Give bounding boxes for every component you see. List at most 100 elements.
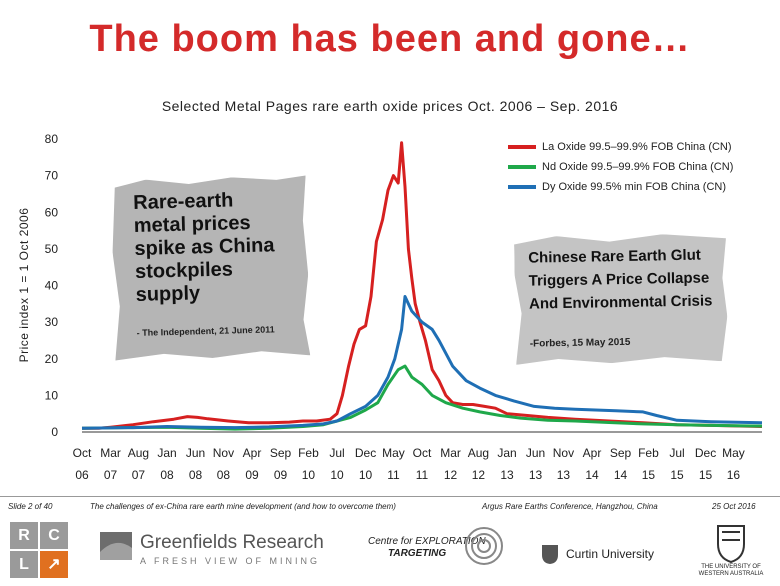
x-tick-label-month: Sep: [270, 446, 292, 460]
y-tick-label: 50: [45, 242, 59, 256]
x-tick-label-month: May: [722, 446, 745, 460]
x-tick-label-year: 12: [444, 468, 458, 482]
footer-date: 25 Oct 2016: [712, 502, 756, 511]
legend-label-la: La Oxide 99.5–99.9% FOB China (CN): [542, 141, 732, 153]
x-tick-label-month: Jan: [497, 446, 516, 460]
y-tick-label: 70: [45, 169, 59, 183]
uwa-logo: THE UNIVERSITY OF WESTERN AUSTRALIA: [696, 524, 766, 582]
rcl-logo: R C L ↗: [10, 522, 70, 578]
curtin-logo: Curtin University: [540, 543, 670, 567]
independent-headline: Rare-earth metal prices spike as China s…: [132, 189, 275, 306]
legend-label-nd: Nd Oxide 99.5–99.9% FOB China (CN): [542, 161, 734, 173]
greenfields-icon: [100, 532, 132, 560]
independent-clipping: Rare-earth metal prices spike as China s…: [111, 175, 311, 360]
x-tick-label-year: 15: [642, 468, 656, 482]
forbes-clipping: Chinese Rare Earth Glut Triggers A Price…: [514, 233, 728, 365]
footer-talk-title: The challenges of ex-China rare earth mi…: [90, 502, 396, 511]
y-tick-label: 30: [45, 315, 59, 329]
x-tick-label-month: Apr: [243, 446, 262, 460]
x-tick-label-year: 06: [75, 468, 89, 482]
curtin-name: Curtin University: [566, 547, 655, 561]
x-tick-label-month: Feb: [638, 446, 659, 460]
x-tick-label-year: 08: [217, 468, 231, 482]
rcl-hammer-icon: ↗: [40, 551, 68, 578]
x-tick-label-month: Mar: [440, 446, 461, 460]
x-tick-label-year: 13: [557, 468, 571, 482]
slide-title: The boom has been and gone…: [89, 18, 691, 60]
x-tick-label-month: Jun: [526, 446, 545, 460]
y-tick-label: 60: [45, 205, 59, 219]
x-tick-label-year: 11: [387, 468, 400, 482]
footer-slide-number: Slide 2 of 40: [8, 502, 53, 511]
x-tick-label-year: 13: [500, 468, 514, 482]
forbes-source: -Forbes, 15 May 2015: [529, 336, 631, 350]
x-tick-label-year: 14: [614, 468, 628, 482]
series-line-dy: [81, 295, 763, 430]
legend-swatch-dy: [508, 185, 536, 189]
curtin-crest-icon: [542, 545, 558, 564]
x-tick-label-year: 08: [160, 468, 174, 482]
cet-line2: TARGETING: [388, 548, 447, 559]
x-tick-label-year: 10: [359, 468, 373, 482]
x-tick-label-month: Mar: [100, 446, 121, 460]
x-tick-label-year: 13: [529, 468, 543, 482]
series-line-la: [82, 141, 763, 430]
uwa-name: THE UNIVERSITY OF WESTERN AUSTRALIA: [698, 564, 764, 577]
legend-item-nd: Nd Oxide 99.5–99.9% FOB China (CN): [508, 157, 733, 177]
x-tick-label-year: 14: [585, 468, 599, 482]
cet-line1: Centre for EXPLORATION: [368, 536, 486, 547]
x-tick-label-year: 15: [670, 468, 684, 482]
x-tick-label-year: 10: [302, 468, 316, 482]
y-tick-label: 0: [51, 425, 58, 439]
footer-conference: Argus Rare Earths Conference, Hangzhou, …: [482, 502, 658, 511]
legend-item-la: La Oxide 99.5–99.9% FOB China (CN): [508, 137, 733, 157]
x-tick-label-month: Feb: [298, 446, 319, 460]
price-chart: 0 10 20 30 40 50 60 70 80 Oct 06 Mar 07 Aug 07 Jan 08 Jun…: [45, 132, 763, 482]
greenfields-logo: Greenfields Research A FRESH VIEW OF MIN…: [98, 528, 324, 569]
x-tick-label-year: 07: [132, 468, 146, 482]
footer-divider: [0, 496, 780, 497]
y-tick-label: 40: [45, 279, 59, 293]
chart-title: Selected Metal Pages rare earth oxide pr…: [161, 98, 619, 114]
x-tick-label-month: Jul: [669, 446, 684, 460]
target-icon: [465, 527, 503, 565]
x-tick-label-year: 08: [189, 468, 203, 482]
rcl-letter-r: R: [10, 522, 38, 549]
uwa-crest-icon: [717, 525, 745, 564]
x-tick-label-month: Aug: [128, 446, 149, 460]
legend-swatch-la: [508, 145, 536, 149]
legend-item-dy: Dy Oxide 99.5% min FOB China (CN): [508, 177, 733, 197]
x-tick-label-year: 10: [330, 468, 344, 482]
x-tick-label-year: 11: [416, 468, 429, 482]
x-tick-label-month: Aug: [468, 446, 489, 460]
greenfields-tagline: A FRESH VIEW OF MINING: [140, 556, 321, 566]
greenfields-name: Greenfields Research: [140, 532, 324, 553]
x-tick-label-month: Nov: [213, 446, 234, 460]
cet-logo: Centre for EXPLORATION TARGETING: [368, 527, 503, 565]
y-tick-label: 10: [45, 388, 59, 402]
rcl-letter-l: L: [10, 551, 38, 578]
x-tick-label-year: 15: [699, 468, 713, 482]
forbes-headline: Chinese Rare Earth Glut Triggers A Price…: [528, 246, 713, 313]
x-tick-label-month: Dec: [355, 446, 376, 460]
x-tick-label-month: Jul: [329, 446, 344, 460]
x-tick-label-month: Apr: [583, 446, 602, 460]
x-tick-label-month: Jun: [186, 446, 205, 460]
legend-swatch-nd: [508, 165, 536, 169]
x-tick-label-year: 09: [245, 468, 259, 482]
x-tick-label-month: Oct: [73, 446, 92, 460]
rcl-letter-c: C: [40, 522, 68, 549]
x-tick-label-year: 09: [274, 468, 288, 482]
x-tick-label-month: Oct: [413, 446, 432, 460]
independent-source: - The Independent, 21 June 2011: [136, 324, 275, 338]
y-tick-label: 80: [45, 132, 59, 146]
x-tick-label-year: 07: [104, 468, 118, 482]
x-tick-label-month: Sep: [610, 446, 632, 460]
series-line-nd: [81, 364, 763, 431]
x-tick-label-month: Dec: [695, 446, 716, 460]
x-tick-label-year: 12: [472, 468, 486, 482]
x-tick-label-year: 16: [727, 468, 741, 482]
x-tick-label-month: Jan: [157, 446, 176, 460]
legend-label-dy: Dy Oxide 99.5% min FOB China (CN): [542, 181, 726, 193]
x-tick-label-month: Nov: [553, 446, 574, 460]
